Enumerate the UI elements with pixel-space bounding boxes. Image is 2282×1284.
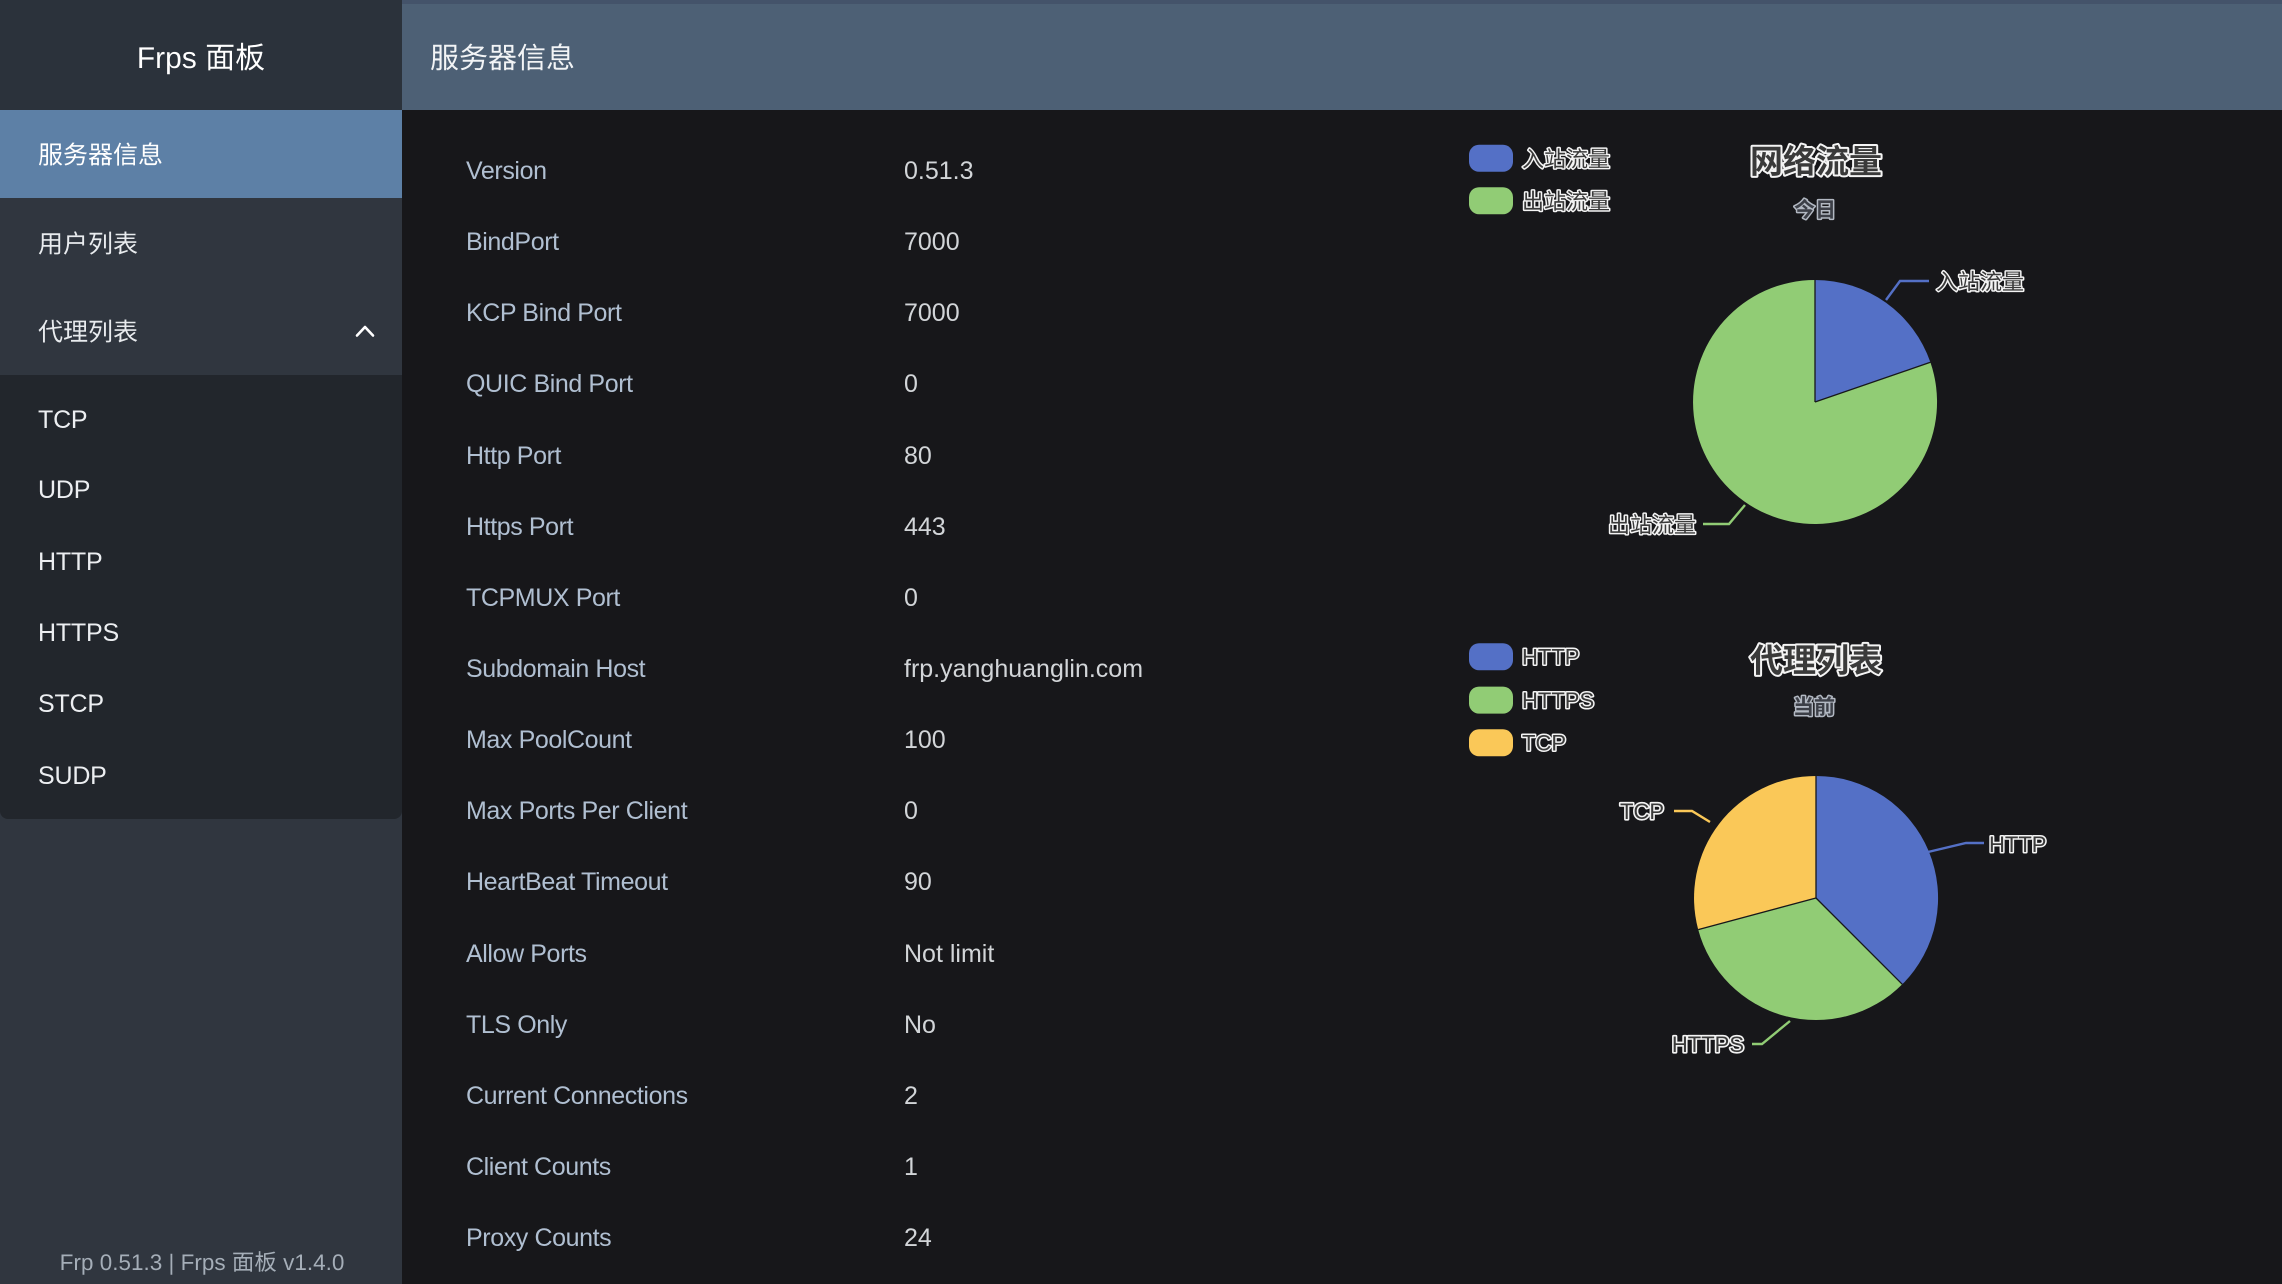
svg-text:HTTPS: HTTPS xyxy=(1522,688,1594,713)
svg-text:TCP: TCP xyxy=(1620,799,1664,824)
svg-text:HTTPS: HTTPS xyxy=(1672,1032,1744,1057)
svg-text:TCP: TCP xyxy=(1522,731,1566,756)
svg-text:HTTP: HTTP xyxy=(1522,645,1579,670)
svg-text:HTTP: HTTP xyxy=(1989,832,2046,857)
